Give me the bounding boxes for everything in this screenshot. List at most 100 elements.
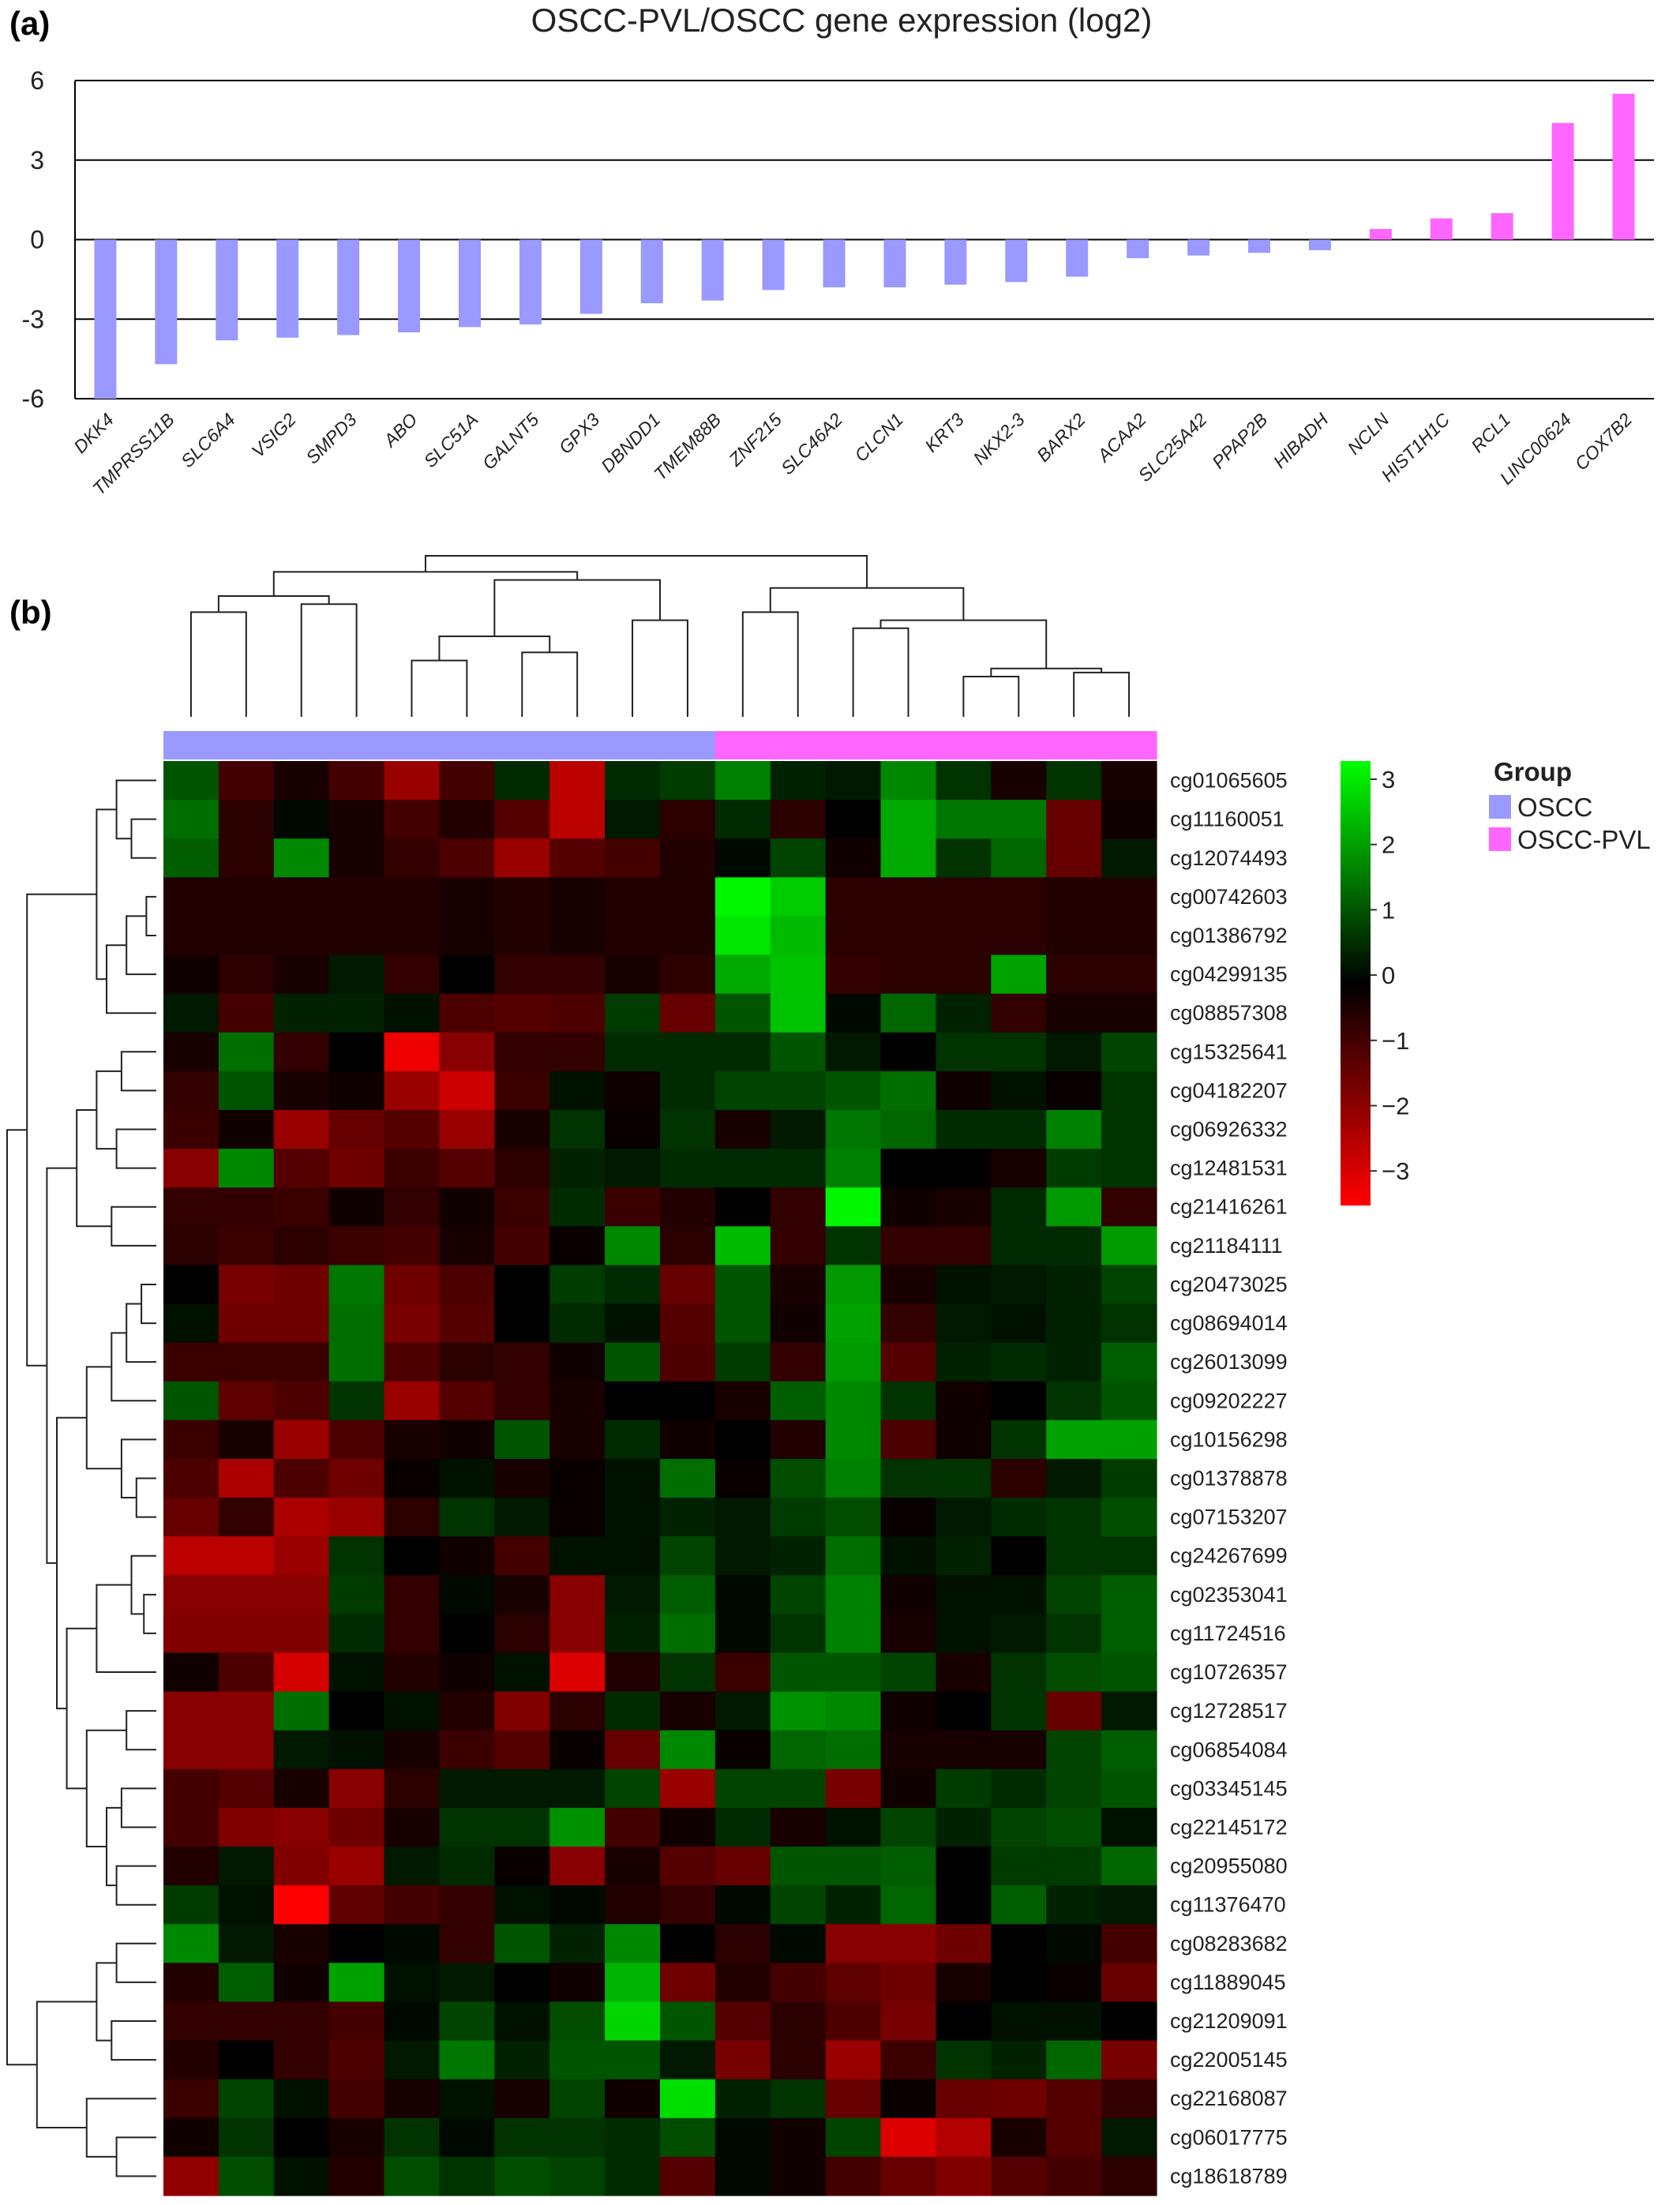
heatmap-cell [384, 916, 441, 956]
heatmap-cell [163, 1071, 219, 1111]
heatmap-cell [770, 1109, 827, 1149]
column-dendrogram [189, 555, 1131, 717]
heatmap-cell [328, 1109, 385, 1149]
heatmap-cell [273, 1458, 330, 1498]
heatmap-cell [218, 838, 275, 878]
heatmap-cell [1046, 1265, 1102, 1305]
heatmap-cell [660, 838, 716, 878]
heatmap-cell [825, 1303, 882, 1344]
heatmap-cell [880, 1847, 937, 1886]
heatmap-cell [660, 1885, 716, 1925]
heatmap-cell [605, 2156, 661, 2196]
heatmap-cell [605, 1419, 661, 1460]
heatmap-cell [605, 1265, 661, 1305]
heatmap-cell [163, 1652, 219, 1693]
heatmap-cell [936, 1575, 992, 1614]
heatmap-cell [549, 1963, 606, 2003]
heatmap-cell [714, 1381, 771, 1421]
x-tick-label: SLC51A [420, 409, 482, 471]
heatmap-cell [660, 1652, 716, 1693]
heatmap-cell [936, 2156, 992, 2196]
heatmap-cell [770, 1730, 827, 1770]
heatmap-cell [439, 761, 495, 801]
heatmap-cell [1046, 1109, 1102, 1149]
heatmap-cell [1101, 1419, 1157, 1460]
heatmap-cell [273, 954, 330, 995]
heatmap-cell [605, 761, 661, 801]
heatmap-cell [660, 1265, 716, 1305]
heatmap-cell [605, 1187, 661, 1227]
heatmap-cell [1046, 2040, 1102, 2080]
x-tick-label: ACAA2 [1093, 409, 1150, 467]
heatmap-cell [991, 838, 1047, 878]
heatmap-cell [549, 1032, 606, 1072]
heatmap-cell [439, 1691, 495, 1731]
heatmap-cell [991, 1498, 1047, 1537]
heatmap-cell [825, 1149, 882, 1188]
heatmap-cell [384, 838, 441, 878]
bar [823, 239, 846, 287]
heatmap-cell [549, 1691, 606, 1731]
heatmap-cell [218, 1303, 275, 1344]
x-tick-label: BARX2 [1033, 409, 1089, 466]
heatmap-cell [439, 1381, 495, 1421]
heatmap-cell [825, 2001, 882, 2042]
heatmap-cell [660, 1032, 716, 1072]
y-tick-label: 3 [30, 146, 44, 174]
heatmap-cell [328, 1032, 385, 1072]
heatmap-cell [991, 1265, 1047, 1305]
bar [337, 239, 360, 336]
heatmap-cell [218, 1963, 275, 2003]
dendrogram-branch [135, 1477, 156, 1518]
heatmap-cell [936, 1071, 992, 1111]
row-label: cg04299135 [1170, 962, 1288, 986]
heatmap-cell [991, 1071, 1047, 1111]
heatmap-cell [328, 1768, 385, 1809]
heatmap-cell [549, 1265, 606, 1305]
heatmap-cell [714, 1149, 771, 1188]
dendrogram-branch [962, 676, 1020, 717]
heatmap-cell [880, 800, 937, 839]
dendrogram-branch [145, 895, 156, 936]
heatmap-cell [163, 1807, 219, 1847]
heatmap-cell [936, 1847, 992, 1886]
bar [1612, 93, 1635, 240]
heatmap-cell [936, 1652, 992, 1693]
heatmap-cell [936, 993, 992, 1033]
heatmap-cell [936, 2079, 992, 2119]
heatmap-cell [439, 916, 495, 956]
heatmap-cell [880, 1458, 937, 1498]
heatmap-cell [880, 1265, 937, 1305]
heatmap-cell [384, 1807, 441, 1847]
group-bar-segment [880, 731, 937, 759]
heatmap-cell [163, 761, 219, 801]
legend-label-oscc: OSCC [1517, 793, 1592, 822]
heatmap-cell [494, 1109, 550, 1149]
heatmap-cell [770, 1691, 827, 1731]
heatmap-cell [273, 2040, 330, 2080]
heatmap-cell [660, 1342, 716, 1382]
heatmap-cell [549, 1730, 606, 1770]
bar [1551, 122, 1574, 240]
heatmap-cell [328, 1807, 385, 1847]
heatmap-cell [880, 916, 937, 956]
heatmap-cell [1046, 1226, 1102, 1266]
row-label: cg11889045 [1170, 1971, 1286, 1994]
dendrogram-branch [96, 1584, 156, 1674]
row-label: cg06854084 [1170, 1738, 1288, 1761]
heatmap-cell [273, 1807, 330, 1847]
heatmap-cell [1101, 1885, 1157, 1925]
heatmap-cell [714, 1807, 771, 1847]
heatmap-cell [660, 1226, 716, 1266]
group-bar-segment [660, 731, 716, 759]
x-tick-label: COX7B2 [1571, 409, 1637, 474]
row-label: cg12728517 [1170, 1699, 1288, 1723]
heatmap-cell [1046, 1458, 1102, 1498]
heatmap-cell [825, 1730, 882, 1770]
group-bar-segment [770, 731, 827, 759]
heatmap-cell [825, 1498, 882, 1537]
dendrogram-branch [111, 1332, 156, 1402]
heatmap-cell [880, 2156, 937, 2196]
heatmap-cell [880, 1730, 937, 1770]
heatmap-cell [328, 1381, 385, 1421]
